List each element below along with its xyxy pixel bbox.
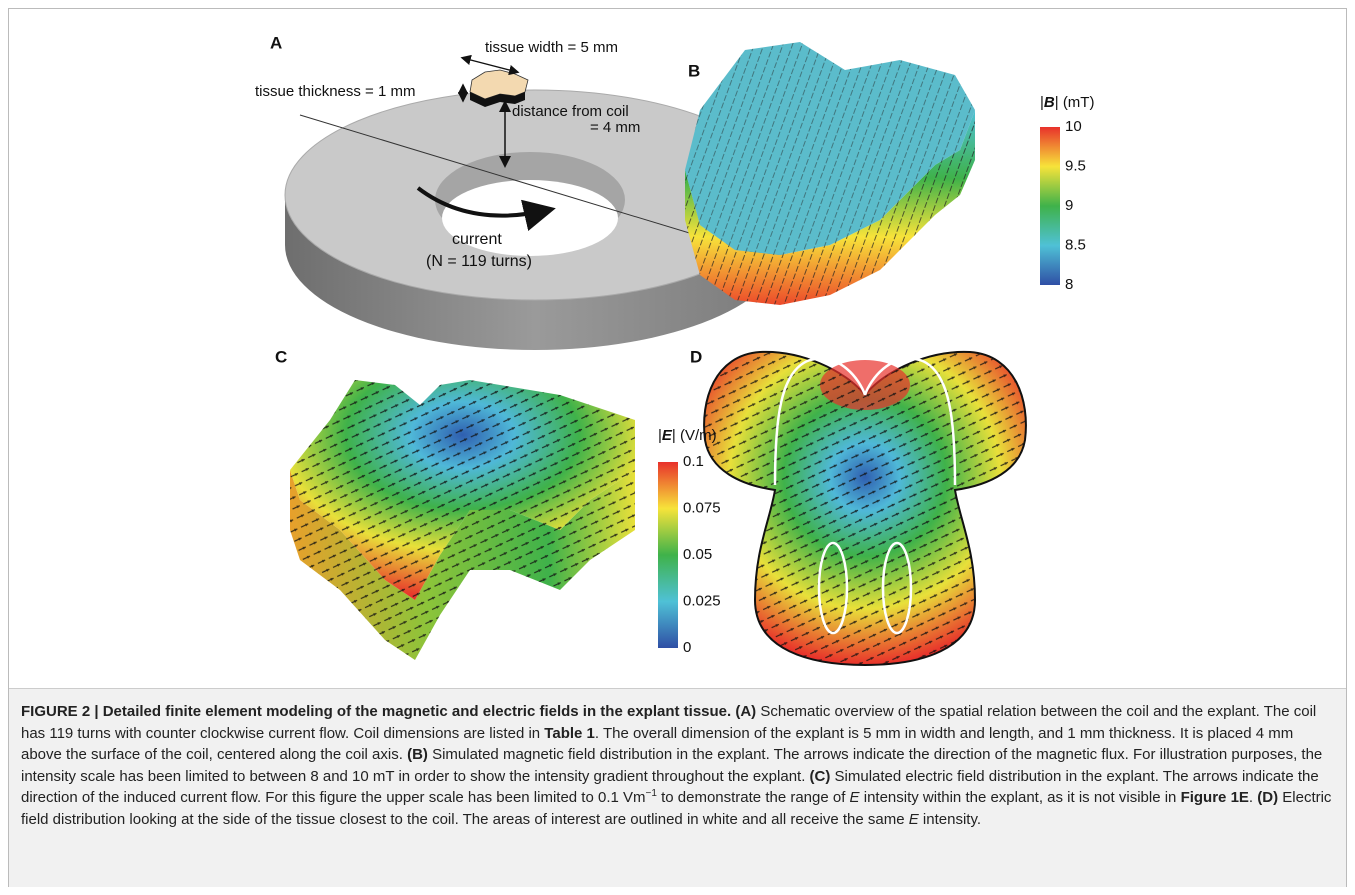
- caption-text: Figure 1E: [1181, 789, 1249, 806]
- figure-caption: FIGURE 2 | Detailed finite element model…: [9, 688, 1346, 887]
- colorbar-tick-label: 0.05: [683, 546, 712, 563]
- annotation: (N = 119 turns): [426, 253, 532, 270]
- caption-text: E: [909, 811, 919, 828]
- colorbar-title: |E| (V/m): [658, 427, 717, 444]
- colorbar-tick-label: 0: [683, 639, 691, 656]
- figure: A tissue width = 5 mm tissue thickness =…: [0, 0, 1355, 688]
- colorbar-tick-label: 0.075: [683, 499, 721, 516]
- colorbar-title-part: | (V/m): [672, 427, 717, 444]
- annotation: distance from coil: [512, 103, 629, 120]
- colorbar-tick-label: 0.025: [683, 592, 721, 609]
- caption-text: (D): [1257, 789, 1278, 806]
- page: A tissue width = 5 mm tissue thickness =…: [0, 0, 1355, 895]
- annotation: = 4 mm: [590, 119, 640, 136]
- colorbar-title-part: B: [1044, 94, 1055, 111]
- colorbar-tick-label: 8: [1065, 276, 1073, 293]
- panel-label: C: [275, 347, 287, 366]
- panel-label: D: [690, 347, 702, 366]
- annotation: tissue width = 5 mm: [485, 39, 618, 56]
- electric-field-bottom-view: [704, 352, 1026, 665]
- panel-label: B: [688, 61, 700, 80]
- electric-field-render: [290, 380, 635, 660]
- panel-label: A: [270, 33, 282, 52]
- colorbar-tick-label: 8.5: [1065, 236, 1086, 253]
- magnetic-field-render: [685, 42, 975, 305]
- caption-text: (A): [735, 703, 756, 720]
- colorbar-tick-label: 9.5: [1065, 157, 1086, 174]
- caption-text: (C): [810, 768, 831, 785]
- caption-text: to demonstrate the range of: [657, 789, 850, 806]
- caption-text: E: [850, 789, 860, 806]
- colorbar: [1040, 127, 1060, 285]
- caption-text: FIGURE 2 | Detailed finite element model…: [21, 703, 735, 720]
- annotation: current: [452, 231, 502, 248]
- annotation: tissue thickness = 1 mm: [255, 83, 415, 100]
- colorbar-title-part: | (mT): [1055, 94, 1095, 111]
- colorbar-title: |B| (mT): [1040, 94, 1094, 111]
- caption-text: .: [1249, 789, 1257, 806]
- caption-text: −1: [646, 788, 657, 799]
- colorbar-tick-label: 9: [1065, 197, 1073, 214]
- caption-text: Table 1: [544, 725, 595, 742]
- colorbar-tick-label: 10: [1065, 118, 1082, 135]
- caption-text: intensity within the explant, as it is n…: [860, 789, 1181, 806]
- colorbar-tick-label: 0.1: [683, 453, 704, 470]
- caption-text: (B): [407, 746, 428, 763]
- caption-text: intensity.: [919, 811, 981, 828]
- colorbar: [658, 462, 678, 648]
